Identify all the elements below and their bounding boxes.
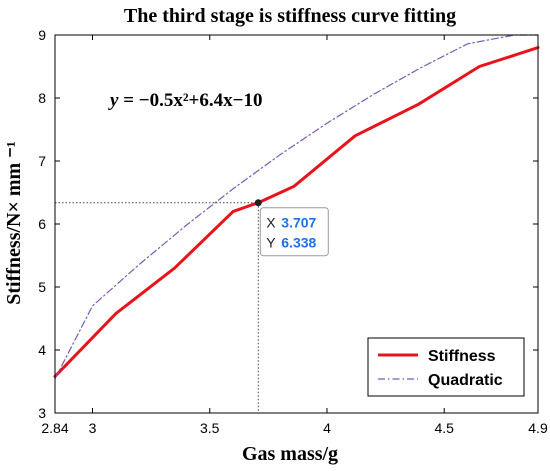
- y-axis-label: Stiffness/N× mm ⁻¹: [3, 141, 25, 305]
- y-tick-label: 9: [38, 27, 46, 43]
- x-tick-label: 4.9: [528, 420, 548, 436]
- legend: Stiffness Quadratic: [367, 337, 525, 397]
- y-tick-label: 5: [38, 279, 46, 295]
- x-axis-ticks: 2.84 3 3.5 4 4.5 4.9: [41, 35, 548, 436]
- equation-variable: y: [108, 90, 119, 111]
- legend-label-quadratic: Quadratic: [428, 372, 503, 389]
- fit-equation: y = −0.5x²+6.4x−10: [108, 90, 262, 111]
- series-layer: [53, 34, 540, 380]
- equation-body: = −0.5x²+6.4x−10: [118, 90, 262, 111]
- datatip[interactable]: X 3.707 Y 6.338: [254, 199, 329, 257]
- y-tick-label: 3: [38, 405, 46, 421]
- series-line-quadratic: [54, 34, 539, 380]
- x-tick-label: 3.5: [200, 420, 220, 436]
- datatip-y-label: Y: [266, 235, 276, 251]
- series-line-stiffness: [53, 46, 540, 378]
- y-tick-label: 4: [38, 342, 46, 358]
- datatip-x-value: 3.707: [281, 215, 316, 231]
- datatip-y-value: 6.338: [281, 235, 316, 251]
- x-tick-label: 3: [89, 420, 97, 436]
- y-tick-label: 8: [38, 90, 46, 106]
- chart-title: The third stage is stiffness curve fitti…: [124, 5, 456, 27]
- datatip-x-label: X: [266, 215, 276, 231]
- x-tick-label: 4.5: [434, 420, 454, 436]
- plot-area: [53, 34, 540, 413]
- y-axis-ticks: 3 4 5 6 7 8 9: [38, 27, 538, 421]
- datatip-box: [259, 207, 329, 257]
- y-tick-label: 7: [38, 153, 46, 169]
- datatip-guides: [55, 202, 259, 413]
- x-tick-label: 4: [323, 420, 331, 436]
- datatip-point[interactable]: [254, 199, 262, 207]
- legend-label-stiffness: Stiffness: [428, 348, 496, 365]
- x-tick-label: 2.84: [41, 420, 68, 436]
- legend-box: [367, 337, 525, 397]
- y-tick-label: 6: [38, 216, 46, 232]
- x-axis-label: Gas mass/g: [242, 443, 338, 465]
